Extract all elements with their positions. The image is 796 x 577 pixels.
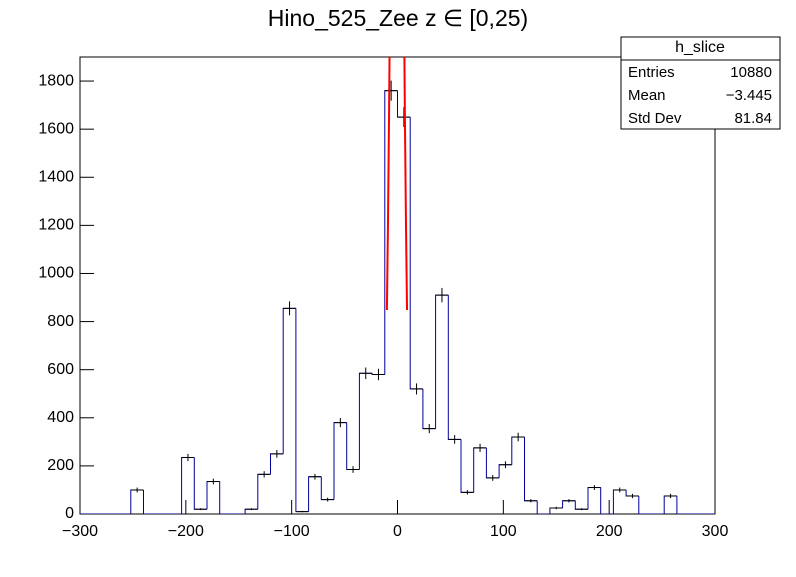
stats-box: h_slice Entries 10880 Mean −3.445 Std Dev 81.… — [620, 36, 781, 130]
y-tick-label: 400 — [47, 409, 74, 426]
x-tick-label: 200 — [596, 523, 623, 540]
histogram-bin — [536, 500, 550, 514]
stats-frame — [620, 36, 781, 130]
y-tick-label: 800 — [47, 313, 74, 330]
y-tick-label: 1200 — [38, 217, 74, 234]
x-tick-label: 100 — [490, 523, 517, 540]
chart-title: Hino_525_Zee z ∈ [0,25) — [268, 5, 528, 31]
histogram-bin — [676, 495, 690, 514]
stats-title: h_slice — [675, 39, 725, 56]
x-tick-label: −300 — [62, 523, 98, 540]
stats-label: Std Dev — [628, 110, 682, 127]
stats-label: Entries — [628, 64, 675, 81]
stats-value: 10880 — [730, 64, 772, 81]
y-tick-label: 1000 — [38, 265, 74, 282]
x-tick-label: −200 — [168, 523, 204, 540]
plot-area — [80, 57, 715, 514]
stats-value: −3.445 — [726, 87, 772, 104]
histogram-bin — [219, 481, 233, 514]
y-tick-label: 600 — [47, 361, 74, 378]
stats-value: 81.84 — [734, 110, 772, 127]
y-tick-label: 200 — [47, 457, 74, 474]
fit-curve — [385, 57, 409, 311]
histogram-bin — [638, 495, 652, 514]
y-tick-label: 1600 — [38, 120, 74, 137]
x-tick-label: −100 — [274, 523, 310, 540]
y-tick-label: 0 — [65, 505, 74, 522]
stats-label: Mean — [628, 87, 666, 104]
y-tick-label: 1800 — [38, 72, 74, 89]
x-tick-label: 0 — [393, 523, 402, 540]
y-tick-label: 1400 — [38, 168, 74, 185]
x-tick-label: 300 — [702, 523, 729, 540]
histogram-bin — [600, 487, 614, 514]
histogram-bin — [143, 489, 157, 514]
